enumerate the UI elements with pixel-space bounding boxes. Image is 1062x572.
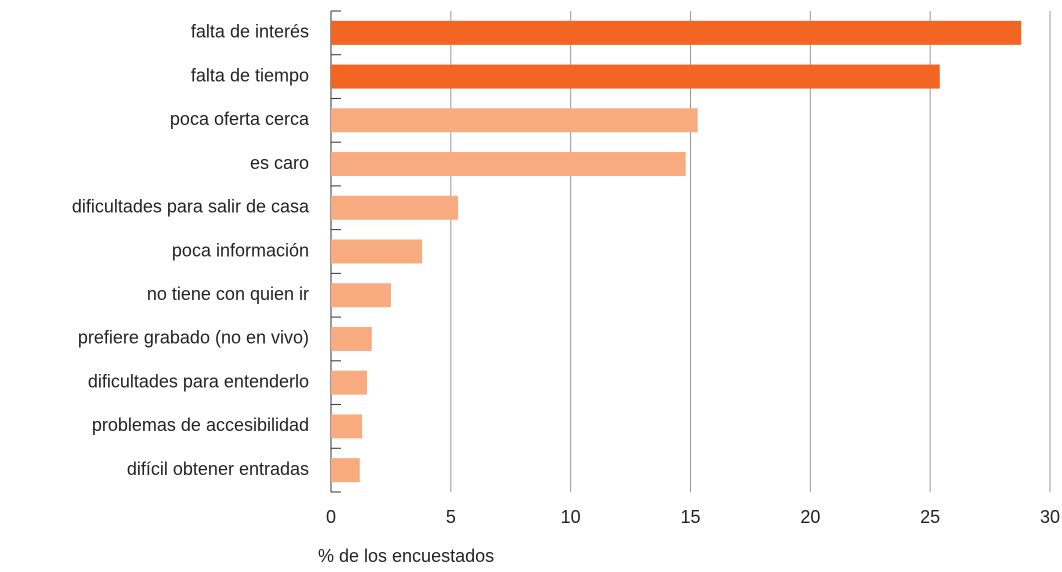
- y-tick-label: no tiene con quien ir: [147, 284, 309, 304]
- y-tick-label: es caro: [250, 153, 309, 173]
- y-tick-label: prefiere grabado (no en vivo): [78, 328, 309, 348]
- bar: [331, 239, 423, 264]
- bar: [331, 20, 1022, 45]
- x-tick-label: 0: [326, 507, 336, 527]
- bar: [331, 195, 459, 220]
- x-tick-label: 10: [561, 507, 581, 527]
- x-tick-label: 5: [446, 507, 456, 527]
- y-tick-label: problemas de accesibilidad: [92, 415, 309, 435]
- x-axis-label: % de los encuestados: [318, 546, 494, 566]
- bar: [331, 64, 940, 89]
- bar: [331, 283, 391, 308]
- bar: [331, 458, 360, 483]
- bar: [331, 370, 367, 395]
- x-tick-label: 30: [1040, 507, 1060, 527]
- y-tick-label: dificultades para salir de casa: [72, 197, 310, 217]
- bar: [331, 152, 686, 177]
- bar: [331, 326, 372, 351]
- bar: [331, 414, 363, 439]
- bar: [331, 108, 698, 133]
- y-tick-label: poca oferta cerca: [170, 109, 310, 129]
- x-tick-label: 20: [800, 507, 820, 527]
- x-tick-label: 15: [680, 507, 700, 527]
- x-tick-label: 25: [920, 507, 940, 527]
- y-tick-label: difícil obtener entradas: [127, 459, 309, 479]
- y-tick-label: falta de tiempo: [191, 65, 309, 85]
- y-tick-label: poca información: [172, 240, 309, 260]
- y-tick-label: falta de interés: [191, 22, 309, 42]
- y-tick-label: dificultades para entenderlo: [88, 371, 309, 391]
